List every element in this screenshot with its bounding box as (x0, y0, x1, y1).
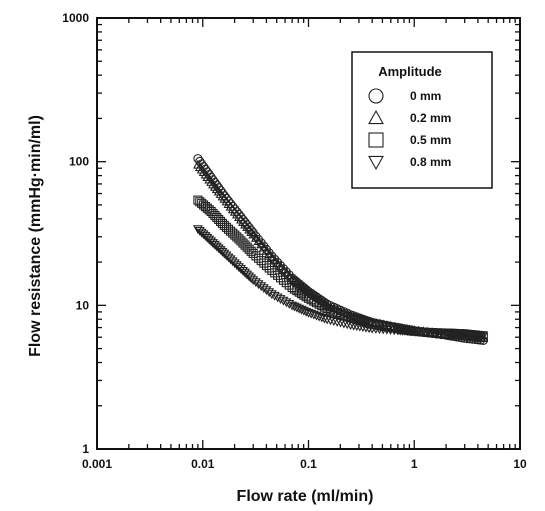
data-point (251, 251, 261, 261)
legend-box (351, 51, 493, 189)
data-series (192, 154, 489, 345)
data-point (270, 268, 280, 278)
data-point (267, 265, 277, 275)
x-tick-label: 0.01 (191, 457, 215, 471)
data-point (267, 251, 277, 261)
y-tick-label: 10 (76, 298, 90, 312)
data-point (325, 305, 336, 315)
data-point (253, 253, 264, 263)
x-tick-label: 0.001 (82, 457, 112, 471)
legend-marker-circle (368, 88, 384, 104)
data-point (335, 309, 346, 319)
data-point (294, 287, 304, 297)
data-point (289, 284, 300, 294)
data-point (264, 263, 274, 273)
data-point (256, 256, 266, 266)
data-point (273, 270, 283, 280)
legend-marker-triangle-down (368, 155, 384, 171)
data-point (292, 286, 302, 296)
data-point (319, 302, 330, 312)
data-point (325, 316, 336, 326)
x-axis-ticks: 0.001 0.01 0.1 1 10 (82, 18, 527, 471)
data-point (335, 318, 346, 328)
data-point (317, 301, 327, 311)
x-tick-label: 1 (411, 457, 418, 471)
legend-label: 0 mm (410, 89, 441, 103)
y-axis-title: Flow resistance (mmHg·min/ml) (27, 115, 44, 357)
series-square (193, 195, 488, 342)
legend-marker-triangle-up (368, 109, 384, 125)
data-point (329, 306, 339, 316)
legend-label: 0.2 mm (410, 111, 451, 125)
data-point (287, 282, 297, 293)
legend-title: Amplitude (378, 64, 442, 79)
data-point (296, 289, 307, 299)
data-point (322, 303, 332, 314)
data-point (342, 320, 353, 330)
legend-label: 0.5 mm (410, 133, 451, 147)
data-point (322, 315, 333, 325)
x-tick-label: 0.1 (300, 457, 317, 471)
legend-label: 0.8 mm (410, 155, 451, 169)
data-point (248, 248, 258, 258)
series-triangle-down (192, 225, 489, 341)
data-point (328, 317, 339, 327)
y-tick-label: 1 (82, 442, 89, 456)
x-axis-title: Flow rate (ml/min) (237, 488, 374, 505)
y-tick-label: 1000 (62, 11, 89, 25)
data-point (338, 319, 349, 329)
data-point (332, 307, 342, 318)
legend: Amplitude 0 mm 0.2 mm 0.5 mm 0.8 mm (351, 51, 493, 189)
data-point (281, 278, 291, 288)
x-tick-label: 10 (513, 457, 527, 471)
y-axis-ticks: 1 10 100 1000 (62, 11, 520, 456)
data-point (319, 314, 330, 324)
y-tick-label: 100 (69, 155, 89, 169)
data-point (278, 275, 288, 285)
data-point (261, 260, 272, 271)
data-point (478, 331, 489, 341)
data-point (332, 317, 343, 327)
legend-marker-square (368, 132, 384, 148)
data-point (259, 258, 269, 268)
data-point (275, 273, 286, 283)
